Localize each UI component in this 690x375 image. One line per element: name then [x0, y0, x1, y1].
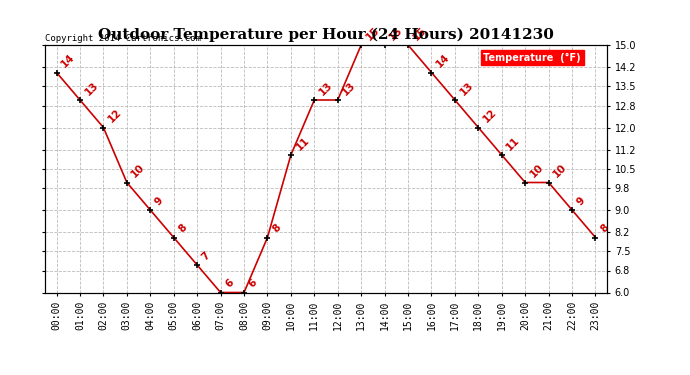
Text: 12: 12: [106, 107, 124, 125]
Text: 8: 8: [177, 222, 188, 235]
Text: 10: 10: [130, 162, 147, 180]
Text: 6: 6: [247, 278, 259, 290]
Text: 13: 13: [341, 80, 358, 97]
Text: 12: 12: [481, 107, 498, 125]
Text: 13: 13: [457, 80, 475, 97]
Text: 10: 10: [551, 162, 569, 180]
Text: 8: 8: [598, 222, 611, 235]
Text: 14: 14: [59, 52, 77, 70]
Text: 13: 13: [83, 80, 100, 97]
Text: 11: 11: [294, 135, 311, 152]
Text: 14: 14: [434, 52, 452, 70]
Text: 13: 13: [317, 80, 335, 97]
Text: 9: 9: [153, 195, 165, 207]
Text: 15: 15: [387, 25, 405, 42]
Text: 15: 15: [364, 25, 382, 42]
Text: 15: 15: [411, 25, 428, 42]
Text: 6: 6: [224, 278, 235, 290]
Text: 7: 7: [200, 250, 213, 262]
Title: Outdoor Temperature per Hour (24 Hours) 20141230: Outdoor Temperature per Hour (24 Hours) …: [98, 28, 554, 42]
Text: 11: 11: [504, 135, 522, 152]
Text: 8: 8: [270, 222, 282, 235]
Text: 9: 9: [575, 195, 587, 207]
Text: 10: 10: [528, 162, 545, 180]
Text: Copyright 2014 Cartronics.com: Copyright 2014 Cartronics.com: [45, 33, 201, 42]
Text: Temperature  (°F): Temperature (°F): [484, 53, 581, 63]
